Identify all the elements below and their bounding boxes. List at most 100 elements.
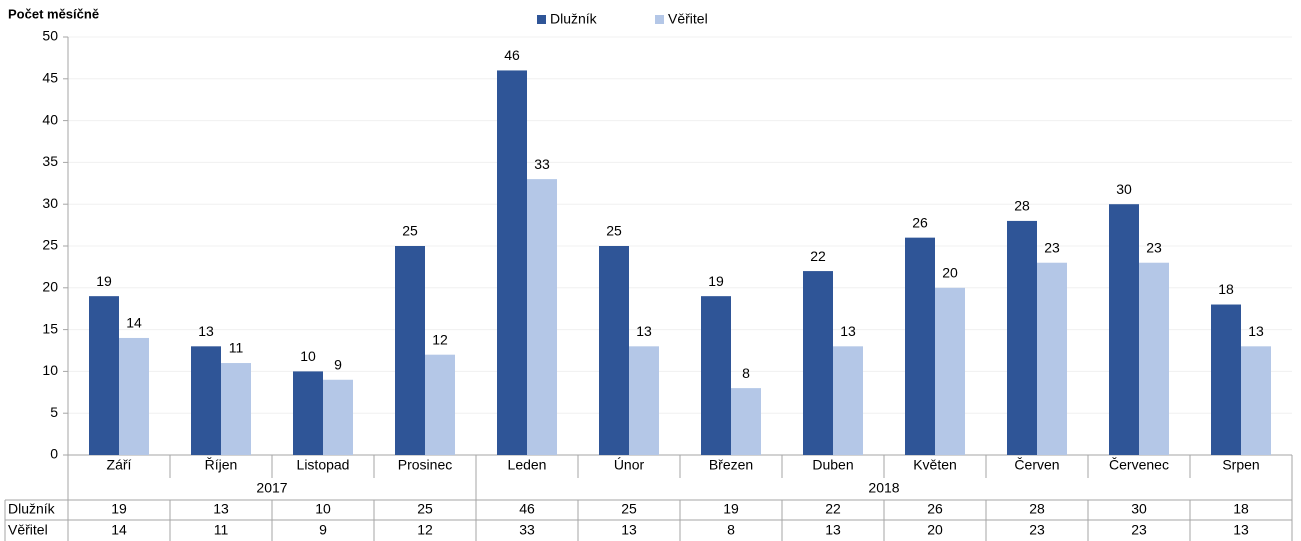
data-label: 22 bbox=[810, 248, 826, 264]
table-cell: 11 bbox=[214, 522, 229, 538]
x-tick-label: Říjen bbox=[205, 457, 238, 473]
table-cell: 13 bbox=[825, 522, 841, 538]
bar bbox=[323, 379, 353, 455]
y-tick-label: 35 bbox=[42, 153, 58, 169]
data-label: 11 bbox=[229, 340, 244, 356]
data-label: 13 bbox=[1248, 323, 1264, 339]
data-label: 12 bbox=[432, 331, 448, 347]
table-cell: 19 bbox=[111, 501, 127, 517]
table-cell: 13 bbox=[1233, 522, 1249, 538]
y-axis-title: Počet měsíčně bbox=[8, 6, 99, 21]
bar bbox=[395, 246, 425, 455]
y-tick-label: 25 bbox=[42, 237, 58, 253]
bar bbox=[497, 70, 527, 455]
bar bbox=[935, 287, 965, 455]
bar bbox=[191, 346, 221, 455]
x-tick-label: Červenec bbox=[1109, 457, 1169, 473]
bar bbox=[1139, 262, 1169, 455]
table-cell: 13 bbox=[621, 522, 637, 538]
bar bbox=[1211, 304, 1241, 455]
x-tick-label: Listopad bbox=[297, 457, 350, 473]
x-tick-label: Únor bbox=[614, 457, 645, 473]
y-tick-label: 10 bbox=[42, 362, 58, 378]
x-tick-label: Červen bbox=[1014, 457, 1059, 473]
bar bbox=[905, 237, 935, 455]
data-label: 19 bbox=[96, 273, 112, 289]
legend-label: Dlužník bbox=[550, 11, 598, 27]
y-tick-label: 0 bbox=[50, 446, 58, 462]
bar bbox=[599, 246, 629, 455]
table-cell: 30 bbox=[1131, 501, 1147, 517]
data-label: 46 bbox=[504, 47, 520, 63]
table-cell: 14 bbox=[111, 522, 127, 538]
data-label: 28 bbox=[1014, 198, 1030, 214]
x-tick-label: Září bbox=[107, 457, 132, 473]
legend-swatch bbox=[537, 15, 546, 24]
bar bbox=[425, 354, 455, 455]
table-cell: 25 bbox=[417, 501, 433, 517]
table-cell: 22 bbox=[825, 501, 841, 517]
table-cell: 20 bbox=[927, 522, 943, 538]
bar bbox=[731, 388, 761, 455]
x-tick-label: Leden bbox=[508, 457, 547, 473]
bar bbox=[89, 296, 119, 455]
bar bbox=[1241, 346, 1271, 455]
table-cell: 19 bbox=[723, 501, 739, 517]
table-cell: 8 bbox=[727, 522, 735, 538]
y-tick-label: 5 bbox=[50, 404, 58, 420]
data-label: 8 bbox=[742, 365, 750, 381]
data-label: 23 bbox=[1044, 239, 1060, 255]
table-cell: 33 bbox=[519, 522, 535, 538]
y-tick-label: 20 bbox=[42, 279, 58, 295]
table-cell: 18 bbox=[1233, 501, 1249, 517]
x-tick-label: Květen bbox=[913, 457, 957, 473]
y-tick-label: 15 bbox=[42, 320, 58, 336]
bar bbox=[1037, 262, 1067, 455]
group-label: 2018 bbox=[868, 480, 899, 496]
bar bbox=[1007, 220, 1037, 455]
data-label: 9 bbox=[334, 356, 342, 372]
table-cell: 13 bbox=[213, 501, 229, 517]
table-cell: 12 bbox=[417, 522, 433, 538]
table-cell: 25 bbox=[621, 501, 637, 517]
legend-swatch bbox=[655, 15, 664, 24]
table-cell: 9 bbox=[319, 522, 327, 538]
data-label: 23 bbox=[1146, 239, 1162, 255]
table-cell: 23 bbox=[1131, 522, 1147, 538]
x-tick-label: Březen bbox=[709, 457, 753, 473]
data-label: 26 bbox=[912, 214, 928, 230]
legend-label: Věřitel bbox=[668, 11, 708, 27]
data-label: 30 bbox=[1116, 181, 1132, 197]
bar bbox=[629, 346, 659, 455]
table-cell: 46 bbox=[519, 501, 535, 517]
y-tick-label: 30 bbox=[42, 195, 58, 211]
bar bbox=[1109, 204, 1139, 455]
data-label: 13 bbox=[840, 323, 856, 339]
bar bbox=[221, 363, 251, 455]
data-label: 25 bbox=[606, 223, 622, 239]
x-tick-label: Srpen bbox=[1222, 457, 1259, 473]
table-row-label: Dlužník bbox=[8, 501, 56, 517]
table-cell: 23 bbox=[1029, 522, 1045, 538]
bar bbox=[119, 337, 149, 455]
bar bbox=[527, 179, 557, 455]
x-tick-label: Prosinec bbox=[398, 457, 452, 473]
data-label: 33 bbox=[534, 156, 550, 172]
y-tick-label: 40 bbox=[42, 111, 58, 127]
data-label: 14 bbox=[126, 315, 142, 331]
table-cell: 28 bbox=[1029, 501, 1045, 517]
data-label: 20 bbox=[942, 265, 958, 281]
bar bbox=[833, 346, 863, 455]
y-tick-label: 50 bbox=[42, 28, 58, 44]
data-label: 10 bbox=[300, 348, 316, 364]
data-label: 25 bbox=[402, 223, 418, 239]
data-label: 18 bbox=[1218, 281, 1234, 297]
table-row-label: Věřitel bbox=[8, 522, 48, 538]
bar bbox=[701, 296, 731, 455]
data-label: 13 bbox=[636, 323, 652, 339]
table-cell: 10 bbox=[315, 501, 331, 517]
table-cell: 26 bbox=[927, 501, 943, 517]
bar bbox=[293, 371, 323, 455]
bar bbox=[803, 271, 833, 455]
